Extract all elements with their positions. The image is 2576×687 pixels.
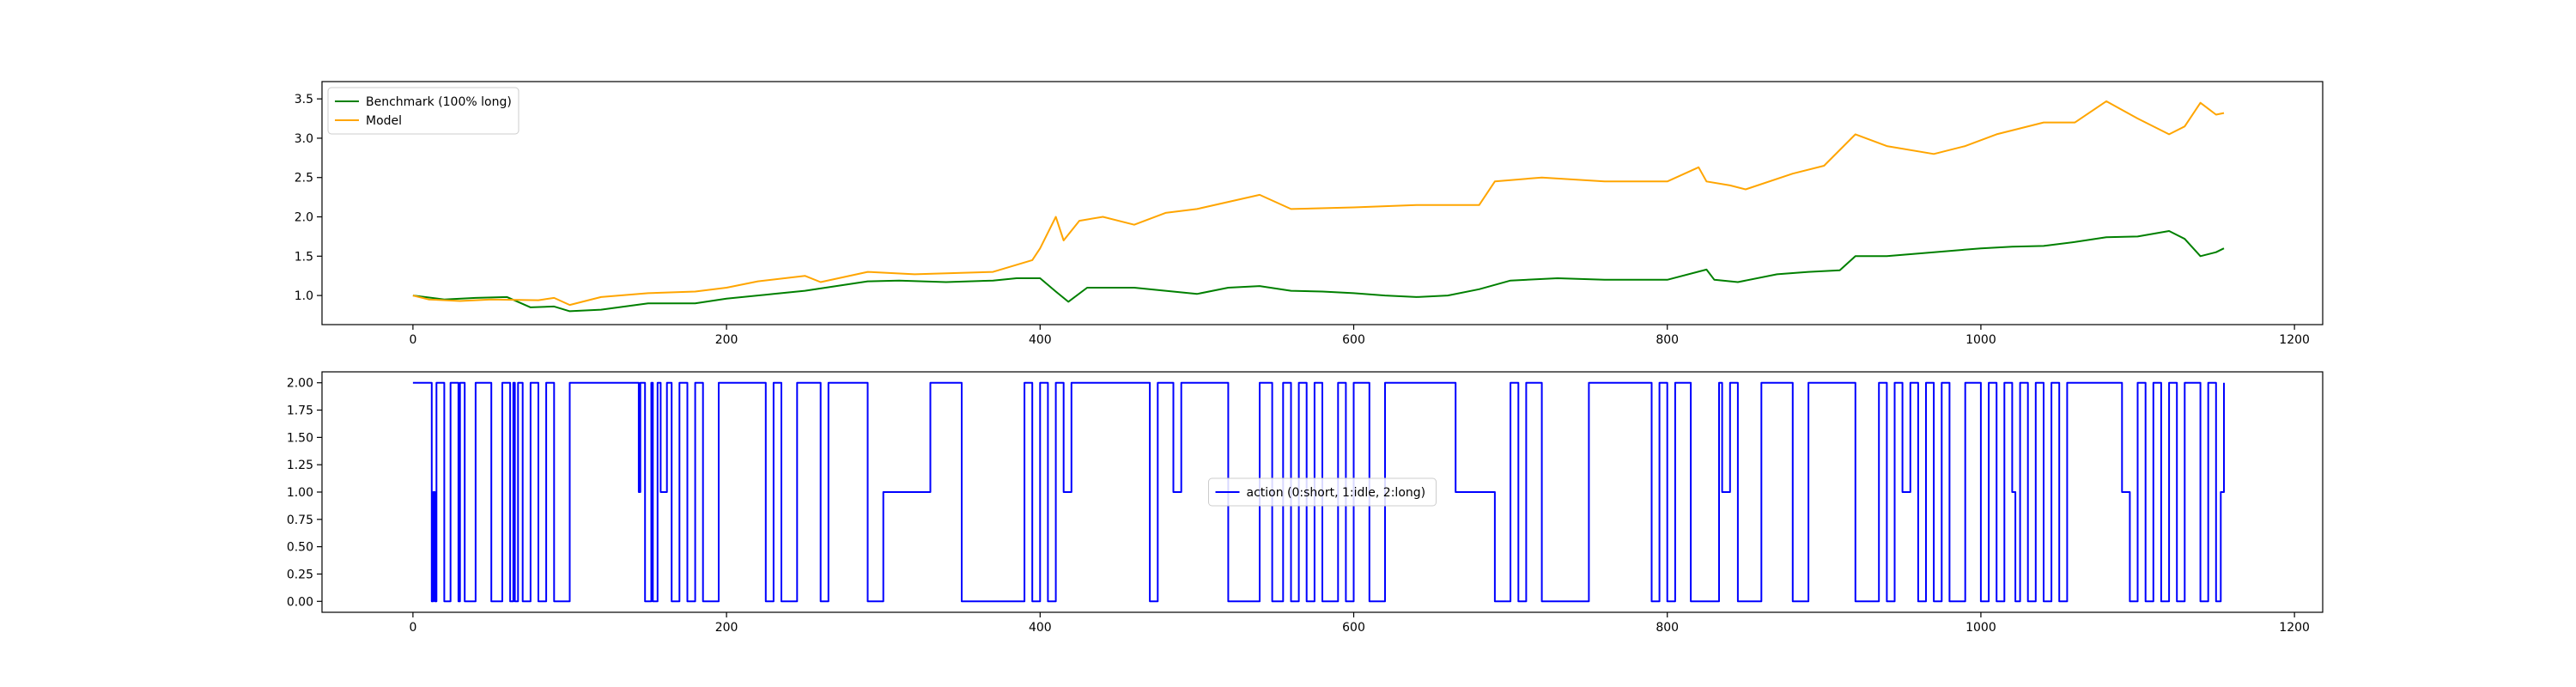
- legend-label: Benchmark (100% long): [366, 95, 512, 109]
- y-tick-label: 0.75: [287, 514, 313, 527]
- x-tick-label: 800: [1656, 621, 1679, 635]
- series-line-2-1: [412, 381, 2225, 603]
- legend: action (0:short, 1:idle, 2:long): [1208, 477, 1437, 507]
- y-tick-label: 1.5: [295, 250, 313, 264]
- x-tick-label: 1200: [2279, 621, 2310, 635]
- y-tick-label: 1.75: [287, 404, 313, 418]
- legend-box: [327, 87, 519, 135]
- y-tick-label: 2.00: [287, 377, 313, 391]
- legend-label: action (0:short, 1:idle, 2:long): [1247, 486, 1426, 500]
- series-line-1-2: [412, 100, 2225, 307]
- legend-box: [1208, 477, 1437, 507]
- x-tick-label: 400: [1029, 621, 1052, 635]
- x-tick-label: 200: [715, 621, 738, 635]
- x-tick-label: 1000: [1965, 333, 1996, 347]
- y-tick-label: 2.5: [295, 172, 313, 185]
- axes-frame: [321, 81, 2324, 325]
- x-tick-label: 800: [1656, 333, 1679, 347]
- y-tick-label: 0.25: [287, 568, 313, 581]
- x-tick-label: 0: [409, 333, 416, 347]
- x-tick-label: 1200: [2279, 333, 2310, 347]
- y-tick-label: 1.50: [287, 431, 313, 445]
- x-tick-label: 1000: [1965, 621, 1996, 635]
- x-tick-label: 0: [409, 621, 416, 635]
- series-line-1-1: [412, 230, 2225, 313]
- chart-2: 0 200 400 600 800 1000 1200 0.00 0.25 0.50 0.75 1.0…: [287, 371, 2324, 635]
- x-tick-label: 200: [715, 333, 738, 347]
- x-tick-label: 600: [1342, 333, 1365, 347]
- y-tick-label: 2.0: [295, 211, 313, 225]
- x-tick-label: 600: [1342, 621, 1365, 635]
- legend-label: Model: [366, 114, 402, 128]
- y-tick-label: 3.5: [295, 93, 313, 106]
- y-tick-label: 0.50: [287, 541, 313, 555]
- x-tick-label: 400: [1029, 333, 1052, 347]
- y-tick-label: 0.00: [287, 595, 313, 609]
- y-tick-label: 3.0: [295, 132, 313, 146]
- y-tick-label: 1.0: [295, 289, 313, 303]
- y-tick-label: 1.25: [287, 459, 313, 472]
- legend: Benchmark (100% long) Model: [327, 87, 519, 135]
- y-tick-label: 1.00: [287, 486, 313, 500]
- chart-1: 0 200 400 600 800 1000 1200 1.0 1.5 2.0 2.5 3.0 3.5 B…: [295, 81, 2324, 347]
